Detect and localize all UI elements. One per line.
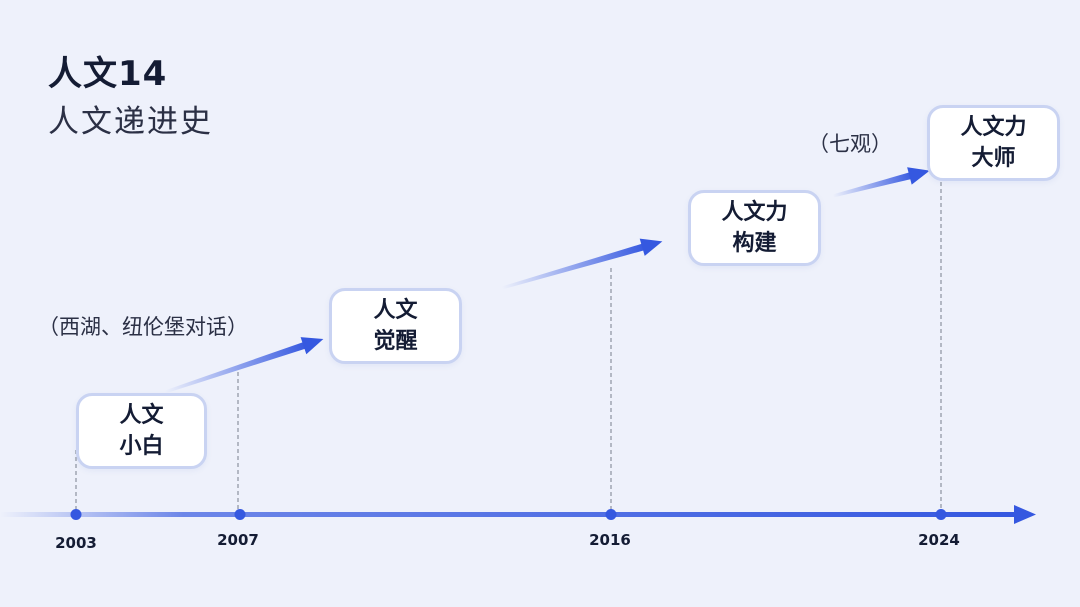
stage-box-master: 人文力 大师 <box>927 105 1060 181</box>
note-qiguan: （七观） <box>808 132 892 156</box>
page-subtitle: 人文递进史 <box>48 104 213 140</box>
year-label-2024: 2024 <box>918 531 960 549</box>
stage-label-line1: 人文力 <box>960 115 1027 140</box>
year-dot-2024 <box>935 509 947 520</box>
timeline-axis <box>0 512 1018 517</box>
stage-label-line2: 小白 <box>119 434 164 459</box>
year-dot-2007 <box>234 509 246 520</box>
year-label-2003: 2003 <box>55 534 97 552</box>
stage-label-line1: 人文 <box>119 403 164 428</box>
page-title: 人文14 <box>48 54 168 94</box>
timeline-axis-arrowhead <box>1014 505 1036 524</box>
stage-label-line1: 人文 <box>373 298 418 323</box>
stage-label-line2: 构建 <box>732 231 777 256</box>
stage-box-building: 人文力 构建 <box>688 190 821 266</box>
stage-label-line2: 觉醒 <box>373 329 418 354</box>
stage-label-line1: 人文力 <box>721 200 788 225</box>
stage-box-awakening: 人文 觉醒 <box>329 288 462 364</box>
progress-arrow-1 <box>164 337 324 394</box>
year-dot-2016 <box>605 509 617 520</box>
progress-arrow-3 <box>832 167 930 198</box>
year-label-2007: 2007 <box>217 531 259 549</box>
note-xihu-dialogue: （西湖、纽伦堡对话） <box>38 315 248 339</box>
stage-box-beginner: 人文 小白 <box>76 393 207 469</box>
year-dot-2003 <box>70 509 82 520</box>
progress-arrow-2 <box>501 238 663 290</box>
year-label-2016: 2016 <box>589 531 631 549</box>
stage-label-line2: 大师 <box>971 146 1016 171</box>
